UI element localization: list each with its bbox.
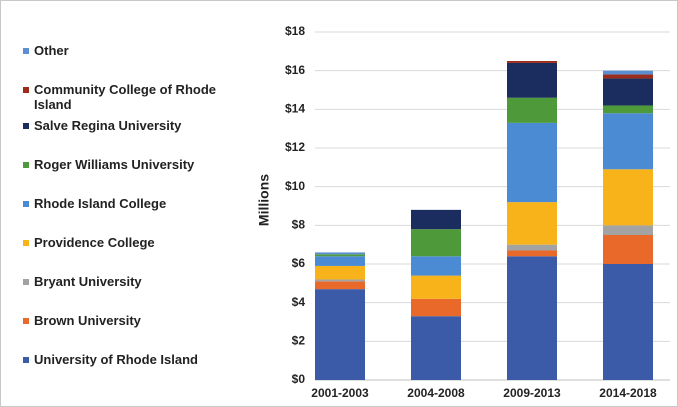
x-tick-label: 2004-2008 [407,386,465,400]
bar-segment [603,264,653,380]
y-tick-label: $18 [285,24,305,38]
bar-segment [315,281,365,290]
legend-item: Providence College [20,235,255,250]
y-tick-label: $16 [285,63,305,77]
bar-segment [603,78,653,106]
y-tick-label: $12 [285,140,305,154]
bar-segment [507,256,557,380]
bar-segment [411,209,461,230]
legend-label: Other [34,43,69,58]
bar-segment [315,254,365,257]
bar-segment [507,250,557,257]
legend-swatch [23,48,29,54]
bar-segment [507,122,557,203]
y-tick-label: $14 [285,102,305,116]
bar-segment [603,169,653,226]
legend-item: University of Rhode Island [20,352,255,367]
bar-segment [411,256,461,276]
y-tick-label: $2 [292,334,306,348]
x-tick-label: 2001-2003 [311,386,369,400]
legend-swatch [23,162,29,168]
y-tick-label: $4 [292,295,306,309]
bar-segment [603,113,653,170]
bar-segment [507,62,557,98]
y-tick-label: $8 [292,218,306,232]
legend-item: Brown University [20,313,255,328]
legend-item: Salve Regina University [20,118,255,133]
legend-label: Roger Williams University [34,157,195,172]
y-tick-label: $0 [292,372,306,386]
legend-label: Providence College [34,235,155,250]
bar-segment [603,105,653,114]
legend-item: Other [20,43,255,58]
y-tick-label: $10 [285,179,305,193]
bar-segment [603,74,653,79]
legend-item: Community College of Rhode Island [20,82,255,112]
legend-swatch [23,87,29,93]
bar-segment [507,61,557,63]
legend-label: Community College of Rhode Island [34,82,216,112]
bar-segment [315,256,365,266]
bar-segment [411,275,461,299]
x-tick-label: 2014-2018 [599,386,657,400]
legend-label: Brown University [34,313,141,328]
legend-label: University of Rhode Island [34,352,198,367]
bar-segment [507,97,557,123]
x-tick-label: 2009-2013 [503,386,561,400]
legend-item: Rhode Island College [20,196,255,211]
legend-swatch [23,279,29,285]
legend-label: Rhode Island College [34,196,167,211]
legend-swatch [23,357,29,363]
y-axis-label: Millions [256,174,272,226]
legend-item: Roger Williams University [20,157,255,172]
bar-segment [315,252,365,255]
legend-label: Salve Regina University [34,118,182,133]
bar-segment [411,316,461,380]
bar-segment [315,265,365,280]
legend-swatch [23,123,29,129]
legend-swatch [23,318,29,324]
bar-segment [603,70,653,75]
y-tick-label: $6 [292,256,306,270]
legend-label: Bryant University [34,274,142,289]
bar-segment [411,298,461,317]
bar-segment [507,244,557,251]
legend-item: Bryant University [20,274,255,289]
bar-segment [315,289,365,380]
legend-swatch [23,201,29,207]
legend-swatch [23,240,29,246]
bar-segment [507,202,557,245]
bar-segment [603,235,653,264]
bar-segment [411,229,461,257]
bar-segment [603,225,653,235]
bar-segment [315,279,365,282]
